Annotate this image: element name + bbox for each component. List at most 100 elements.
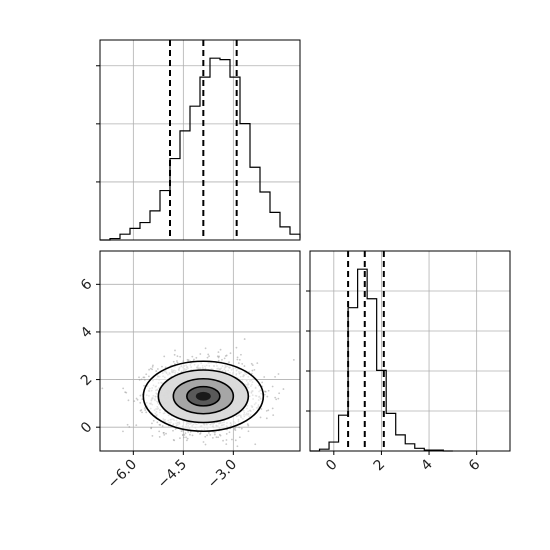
- scatter-point: [282, 388, 285, 390]
- scatter-point: [225, 439, 228, 441]
- scatter-point: [150, 427, 153, 430]
- scatter-point: [139, 401, 142, 404]
- scatter-inner: [100, 251, 300, 451]
- scatter-point: [265, 409, 268, 412]
- scatter-point: [221, 358, 223, 361]
- scatter-point: [136, 398, 139, 401]
- scatter-point: [225, 433, 228, 435]
- scatter-point: [127, 399, 130, 402]
- scatter-point: [251, 369, 254, 372]
- scatter-point: [151, 435, 154, 437]
- scatter-point: [253, 368, 256, 371]
- scatter-point: [156, 368, 159, 370]
- scatter-point: [135, 397, 138, 400]
- panel-frame: [99, 39, 301, 241]
- scatter-point: [155, 370, 158, 372]
- scatter-point: [204, 347, 207, 350]
- scatter-point: [172, 438, 175, 441]
- scatter-point: [217, 359, 220, 362]
- histogram-top-panel: [96, 39, 301, 241]
- scatter-point: [207, 431, 210, 434]
- scatter-point: [159, 424, 162, 426]
- scatter-point: [225, 354, 228, 357]
- histogram-step-line: [100, 57, 301, 241]
- scatter-point: [237, 362, 240, 365]
- scatter-point: [179, 437, 181, 440]
- scatter-point: [199, 432, 202, 434]
- scatter-point: [122, 387, 125, 390]
- scatter-point: [208, 355, 210, 358]
- scatter-point: [161, 365, 163, 368]
- contour-line: [186, 385, 221, 407]
- scatter-point: [228, 431, 231, 434]
- scatter-point: [193, 358, 195, 361]
- scatter-point: [278, 392, 281, 395]
- scatter-point: [219, 434, 222, 437]
- scatter-point: [225, 443, 228, 446]
- scatter-point: [202, 441, 205, 443]
- contour-line: [157, 369, 250, 424]
- scatter-point: [151, 365, 154, 368]
- scatter-point: [148, 375, 150, 378]
- scatter-point: [122, 430, 124, 433]
- scatter-point: [275, 398, 278, 401]
- scatter-point: [241, 363, 244, 365]
- scatter-point: [143, 376, 146, 379]
- scatter-point: [218, 355, 220, 358]
- scatter-point: [267, 409, 270, 412]
- scatter-point: [138, 376, 140, 379]
- scatter-point: [211, 436, 214, 439]
- scatter-point: [152, 364, 154, 367]
- scatter-point: [144, 409, 147, 411]
- scatter-point: [238, 436, 241, 439]
- scatter-point: [219, 348, 222, 351]
- scatter-point: [180, 430, 183, 433]
- scatter-point: [206, 434, 208, 437]
- scatter-point: [238, 358, 241, 361]
- scatter-point: [174, 349, 176, 352]
- scatter-point: [251, 364, 254, 367]
- scatter-point: [213, 433, 216, 436]
- scatter-point: [195, 356, 198, 359]
- scatter-point: [126, 423, 129, 426]
- scatter-point: [206, 356, 209, 359]
- scatter-point: [272, 414, 275, 417]
- scatter-point: [231, 438, 233, 441]
- scatter-point: [128, 426, 131, 428]
- scatter-point: [274, 375, 276, 378]
- scatter-point: [223, 357, 226, 360]
- scatter-point: [236, 356, 239, 359]
- scatter-point: [163, 434, 166, 436]
- density-level: [195, 391, 211, 401]
- scatter-point: [143, 378, 146, 381]
- scatter-point: [176, 355, 179, 358]
- scatter-point: [162, 431, 165, 434]
- scatter-point: [246, 423, 249, 426]
- scatter-point: [158, 436, 161, 438]
- scatter-point: [184, 432, 187, 435]
- scatter-point: [250, 362, 253, 365]
- scatter-point: [182, 360, 185, 363]
- scatter-point: [191, 355, 194, 358]
- scatter-point: [234, 439, 237, 442]
- scatter-point: [209, 433, 212, 436]
- scatter-point: [266, 395, 269, 398]
- scatter-point: [176, 361, 179, 364]
- scatter-point: [243, 338, 246, 340]
- scatter-point: [145, 411, 148, 414]
- scatter-point: [139, 409, 142, 412]
- scatter-point: [204, 435, 207, 438]
- scatter-point: [179, 355, 182, 358]
- scatter-point: [138, 378, 141, 381]
- scatter-point: [189, 433, 191, 436]
- scatter-point: [161, 425, 164, 427]
- scatter-point: [256, 362, 259, 365]
- scatter-point: [240, 427, 243, 430]
- scatter-point: [236, 358, 239, 361]
- scatter-point: [187, 430, 190, 433]
- scatter-point: [216, 355, 219, 358]
- scatter-point: [185, 439, 188, 442]
